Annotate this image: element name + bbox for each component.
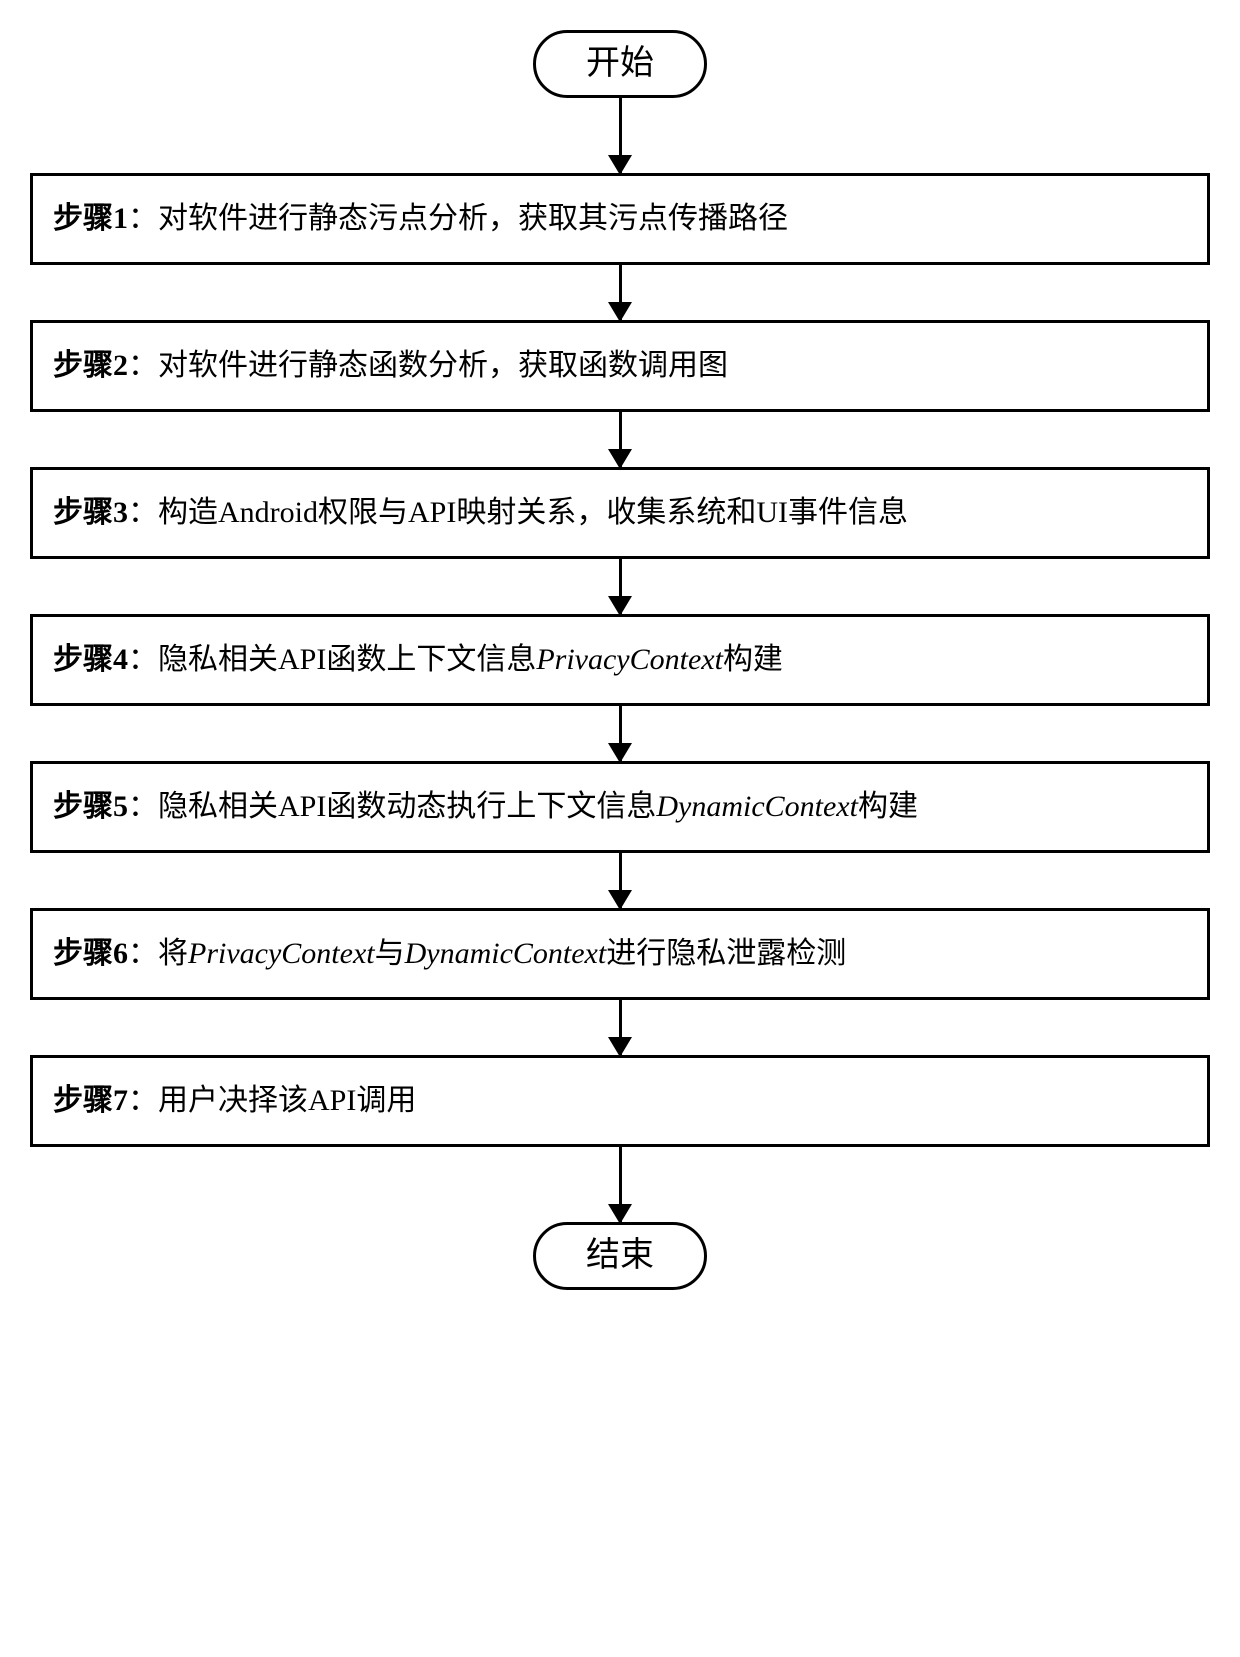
italic-term: DynamicContext	[656, 790, 858, 823]
step-text: 进行隐私泄露检测	[606, 937, 846, 970]
step-text: ：用户决择该API调用	[128, 1084, 416, 1117]
step-text: 构建	[723, 643, 783, 676]
arrow	[619, 265, 622, 320]
step-label: 步骤6	[53, 937, 128, 970]
step-1: 步骤1：对软件进行静态污点分析，获取其污点传播路径	[30, 173, 1210, 265]
step-label: 步骤4	[53, 643, 128, 676]
arrow	[619, 559, 622, 614]
step-text: ：构造Android权限与API映射关系，收集系统和UI事件信息	[128, 496, 908, 529]
step-3: 步骤3：构造Android权限与API映射关系，收集系统和UI事件信息	[30, 467, 1210, 559]
step-label: 步骤3	[53, 496, 128, 529]
start-terminal: 开始	[533, 30, 707, 98]
step-4: 步骤4：隐私相关API函数上下文信息PrivacyContext构建	[30, 614, 1210, 706]
step-text: ：将	[128, 937, 188, 970]
step-2: 步骤2：对软件进行静态函数分析，获取函数调用图	[30, 320, 1210, 412]
arrow	[619, 1000, 622, 1055]
step-label: 步骤7	[53, 1084, 128, 1117]
arrow	[619, 853, 622, 908]
flowchart-container: 开始 步骤1：对软件进行静态污点分析，获取其污点传播路径 步骤2：对软件进行静态…	[30, 30, 1210, 1290]
arrow	[619, 412, 622, 467]
step-text: ：隐私相关API函数动态执行上下文信息	[128, 790, 656, 823]
arrow	[619, 1147, 622, 1222]
step-text: ：对软件进行静态污点分析，获取其污点传播路径	[128, 202, 788, 235]
italic-term: DynamicContext	[405, 937, 607, 970]
step-text: 与	[375, 937, 405, 970]
step-label: 步骤2	[53, 349, 128, 382]
italic-term: PrivacyContext	[536, 643, 723, 676]
step-5: 步骤5：隐私相关API函数动态执行上下文信息DynamicContext构建	[30, 761, 1210, 853]
step-7: 步骤7：用户决择该API调用	[30, 1055, 1210, 1147]
arrow	[619, 98, 622, 173]
step-text: ：对软件进行静态函数分析，获取函数调用图	[128, 349, 728, 382]
step-label: 步骤5	[53, 790, 128, 823]
arrow	[619, 706, 622, 761]
step-text: ：隐私相关API函数上下文信息	[128, 643, 536, 676]
step-6: 步骤6：将PrivacyContext与DynamicContext进行隐私泄露…	[30, 908, 1210, 1000]
end-terminal: 结束	[533, 1222, 707, 1290]
step-label: 步骤1	[53, 202, 128, 235]
italic-term: PrivacyContext	[188, 937, 375, 970]
step-text: 构建	[858, 790, 918, 823]
